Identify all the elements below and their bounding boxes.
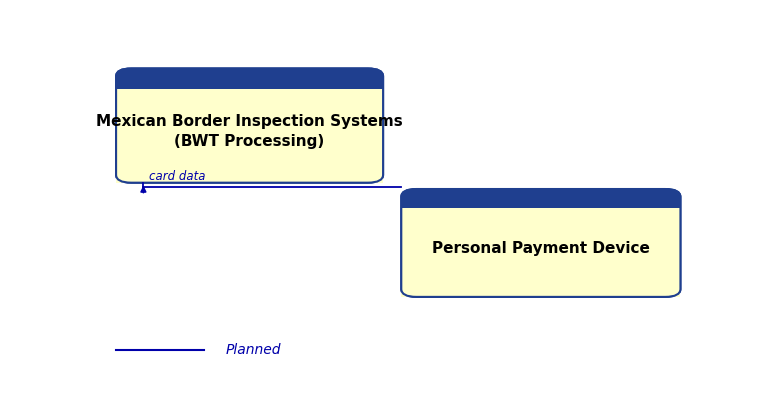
FancyBboxPatch shape [402,189,680,297]
FancyBboxPatch shape [402,189,680,297]
FancyBboxPatch shape [116,68,383,183]
Text: Planned: Planned [226,343,281,357]
Text: Mexican Border Inspection Systems
(BWT Processing): Mexican Border Inspection Systems (BWT P… [96,114,403,149]
Text: card data: card data [150,170,206,183]
Text: Personal Payment Device: Personal Payment Device [432,241,650,256]
FancyBboxPatch shape [116,68,383,183]
Bar [116,89,383,183]
Bar [402,208,680,297]
